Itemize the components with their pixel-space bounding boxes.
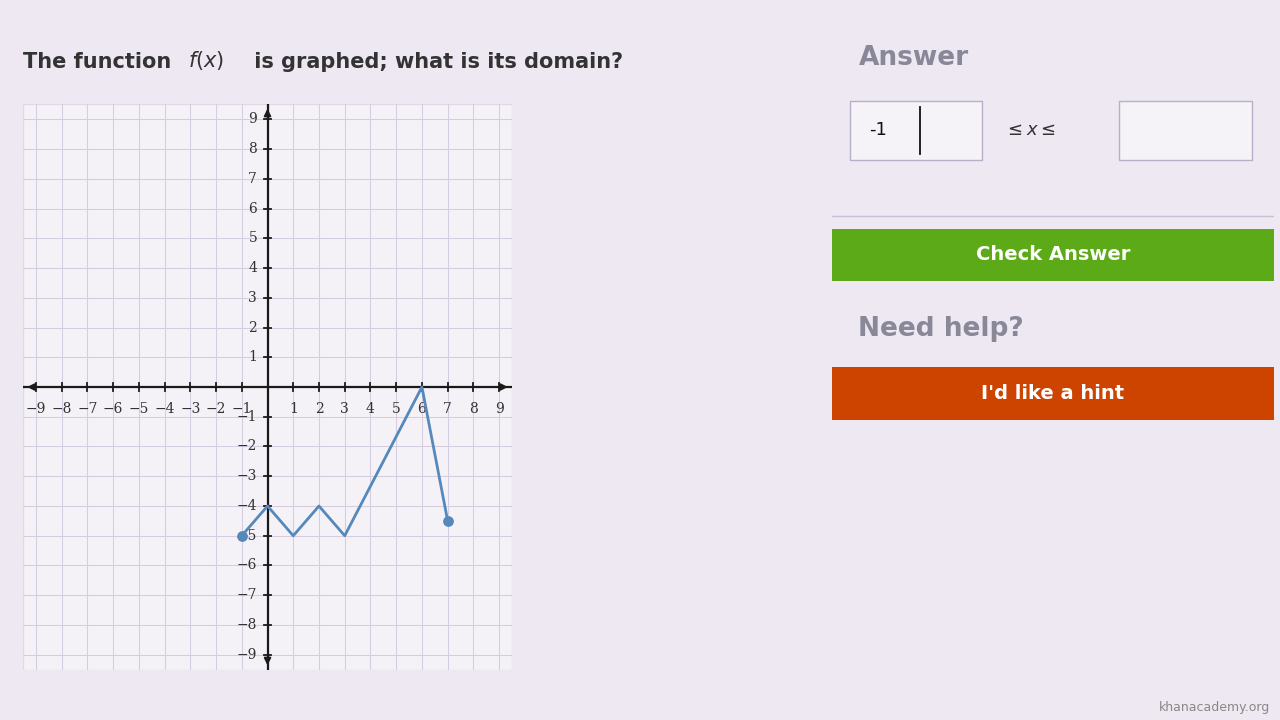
Text: −6: −6 bbox=[237, 559, 257, 572]
FancyBboxPatch shape bbox=[832, 229, 1274, 281]
Text: 8: 8 bbox=[468, 402, 477, 416]
Text: −2: −2 bbox=[206, 402, 227, 416]
Text: −1: −1 bbox=[237, 410, 257, 424]
Text: 9: 9 bbox=[248, 112, 257, 126]
Text: 2: 2 bbox=[315, 402, 324, 416]
Text: −1: −1 bbox=[232, 402, 252, 416]
Text: 6: 6 bbox=[248, 202, 257, 215]
FancyBboxPatch shape bbox=[23, 104, 512, 670]
Text: 8: 8 bbox=[248, 142, 257, 156]
Text: Need help?: Need help? bbox=[859, 315, 1024, 341]
Text: 4: 4 bbox=[366, 402, 375, 416]
Text: −9: −9 bbox=[237, 648, 257, 662]
Text: 3: 3 bbox=[340, 402, 349, 416]
Text: Check Answer: Check Answer bbox=[975, 246, 1130, 264]
Text: −3: −3 bbox=[180, 402, 201, 416]
Text: 1: 1 bbox=[248, 350, 257, 364]
Text: −7: −7 bbox=[237, 588, 257, 602]
FancyBboxPatch shape bbox=[1119, 101, 1252, 161]
Text: −7: −7 bbox=[77, 402, 97, 416]
Text: −8: −8 bbox=[237, 618, 257, 632]
Text: 5: 5 bbox=[392, 402, 401, 416]
Text: 7: 7 bbox=[443, 402, 452, 416]
Text: −2: −2 bbox=[237, 439, 257, 454]
Point bbox=[232, 530, 252, 541]
Text: I'd like a hint: I'd like a hint bbox=[982, 384, 1124, 402]
Text: −9: −9 bbox=[26, 402, 46, 416]
Text: −6: −6 bbox=[102, 402, 123, 416]
Text: khanacademy.org: khanacademy.org bbox=[1158, 701, 1270, 714]
Text: −8: −8 bbox=[51, 402, 72, 416]
Text: −4: −4 bbox=[155, 402, 175, 416]
Text: The function: The function bbox=[23, 52, 178, 72]
Text: 6: 6 bbox=[417, 402, 426, 416]
FancyBboxPatch shape bbox=[832, 366, 1274, 420]
Text: −5: −5 bbox=[237, 528, 257, 543]
Text: $\leq x \leq$: $\leq x \leq$ bbox=[1005, 120, 1056, 138]
Text: 4: 4 bbox=[248, 261, 257, 275]
FancyBboxPatch shape bbox=[850, 101, 982, 161]
Text: 9: 9 bbox=[495, 402, 503, 416]
Text: −4: −4 bbox=[237, 499, 257, 513]
Text: Answer: Answer bbox=[859, 45, 969, 71]
Text: 2: 2 bbox=[248, 320, 257, 335]
Text: −5: −5 bbox=[129, 402, 148, 416]
Text: $f(x)$: $f(x)$ bbox=[188, 49, 224, 72]
Text: -1: -1 bbox=[869, 120, 887, 138]
Text: 1: 1 bbox=[289, 402, 298, 416]
Text: −3: −3 bbox=[237, 469, 257, 483]
Text: is graphed; what is its domain?: is graphed; what is its domain? bbox=[247, 52, 623, 72]
Point bbox=[438, 515, 458, 526]
Text: 7: 7 bbox=[248, 172, 257, 186]
Text: 3: 3 bbox=[248, 291, 257, 305]
Text: 5: 5 bbox=[248, 231, 257, 246]
